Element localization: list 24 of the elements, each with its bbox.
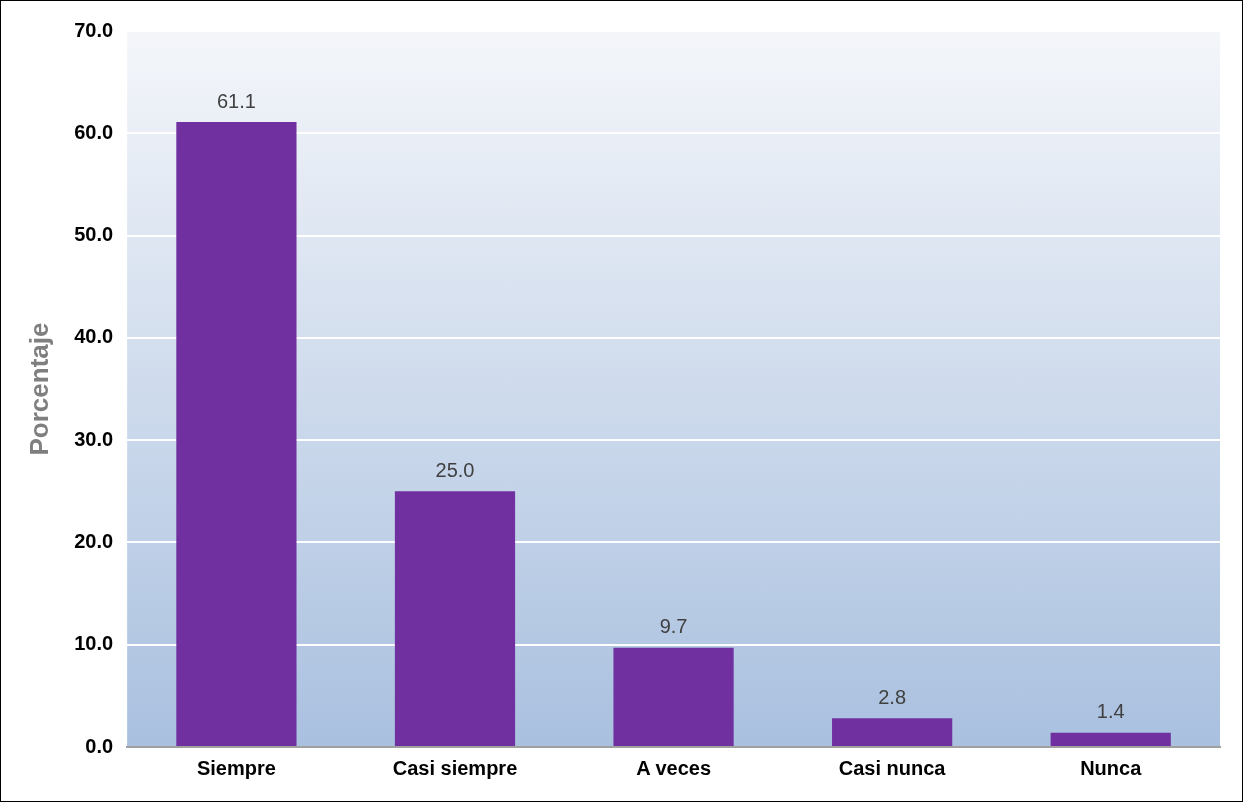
bar	[832, 718, 953, 746]
y-tick-label: 10.0	[74, 632, 114, 655]
bar	[394, 491, 516, 746]
x-tick-label: Siempre	[196, 756, 276, 779]
x-tick-label: Casi nunca	[838, 756, 947, 779]
y-tick-label: 20.0	[74, 529, 114, 552]
data-label: 2.8	[878, 685, 907, 708]
x-tick-label: Nunca	[1080, 756, 1143, 779]
data-label: 1.4	[1096, 700, 1125, 723]
bar	[176, 122, 297, 746]
data-label: 9.7	[659, 615, 688, 638]
y-tick-label: 60.0	[74, 120, 114, 143]
data-label: 25.0	[435, 458, 475, 481]
y-tick-label: 50.0	[74, 223, 114, 246]
y-axis-title: Porcentaje	[23, 322, 54, 456]
data-label: 61.1	[216, 89, 256, 112]
bar	[613, 647, 734, 746]
x-tick-label: Casi siempre	[392, 756, 518, 779]
x-tick-label: A veces	[636, 756, 711, 779]
bar	[1050, 732, 1171, 746]
y-tick-label: 30.0	[74, 427, 114, 450]
y-tick-label: 40.0	[74, 325, 114, 348]
y-tick-label: 0.0	[85, 734, 114, 757]
y-tick-label: 70.0	[74, 18, 114, 41]
